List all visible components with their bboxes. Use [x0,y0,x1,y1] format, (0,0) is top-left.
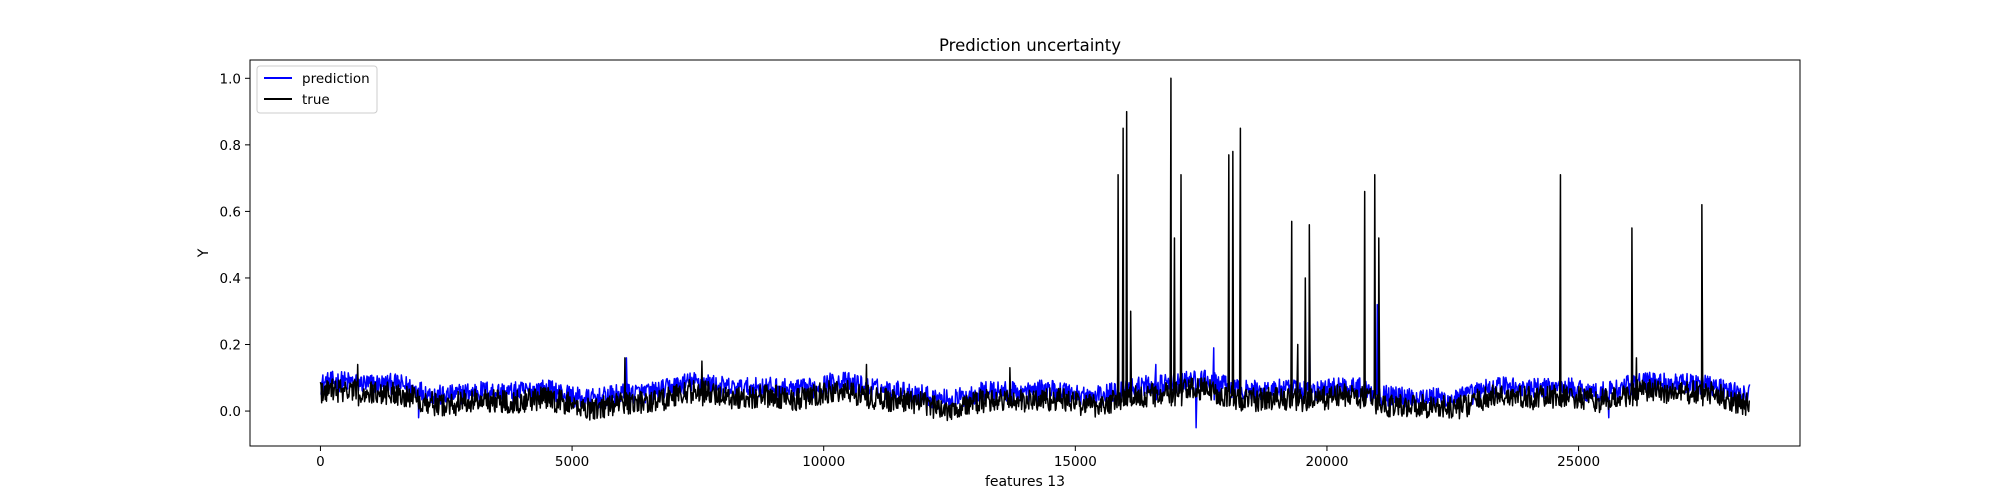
y-tick-label: 0.8 [220,138,241,154]
legend: prediction true [256,65,378,114]
legend-label-true: true [302,92,330,108]
y-tick-label: 0.4 [220,271,241,287]
x-axis-label: features 13 [985,474,1065,490]
plot-lines [319,77,1751,429]
x-tick-label: 25000 [1557,454,1600,470]
y-tick-label: 1.0 [220,71,241,87]
x-tick-label: 20000 [1305,454,1348,470]
y-axis-ticks: 0.0 0.2 0.4 0.6 0.8 1.0 [220,71,250,420]
x-tick-label: 10000 [802,454,845,470]
legend-label-prediction: prediction [302,71,370,87]
x-tick-label: 15000 [1054,454,1097,470]
y-tick-label: 0.0 [220,404,241,420]
series-line-true [319,77,1751,422]
plot-frame [249,59,1801,447]
y-tick-label: 0.6 [220,204,241,220]
x-tick-label: 5000 [555,454,589,470]
x-axis-ticks: 0 5000 10000 15000 20000 25000 [316,446,1600,470]
y-axis-label: Y [196,248,212,258]
chart-title: Prediction uncertainty [939,36,1121,55]
x-tick-label: 0 [316,454,325,470]
y-tick-label: 0.2 [220,338,241,354]
series-line-prediction [320,303,1751,429]
